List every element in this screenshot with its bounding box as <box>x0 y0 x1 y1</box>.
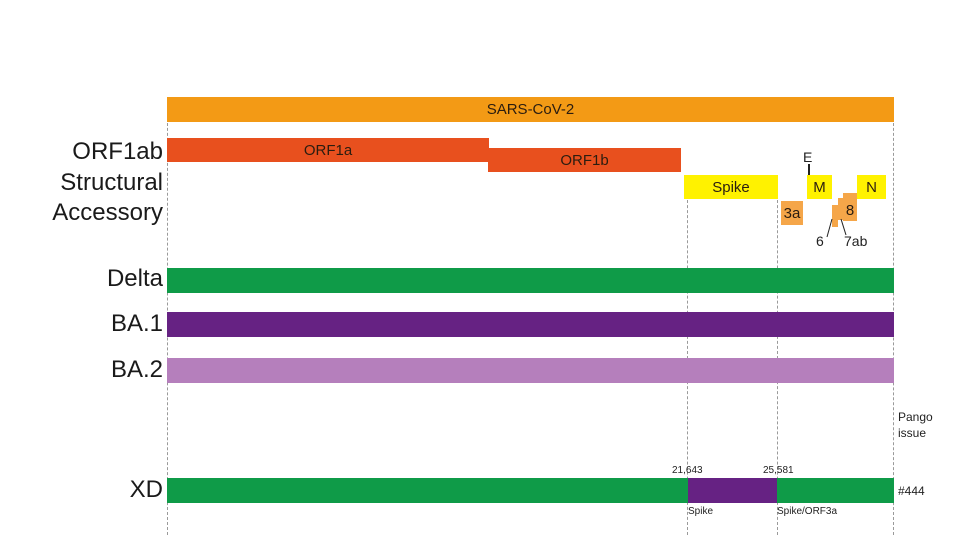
xd-segment-delta-left <box>167 478 688 503</box>
pango-issue-number: #444 <box>898 484 925 498</box>
orf3a-bar <box>781 201 803 225</box>
row-label-orf1ab: ORF1ab <box>72 138 163 165</box>
m-gene-bar <box>807 175 832 199</box>
breakpoint-region-2: Spike/ORF3a <box>777 506 838 517</box>
row-label-structural: Structural <box>60 169 163 196</box>
row-label-accessory: Accessory <box>52 199 163 226</box>
breakpoint-1-label: 21,643 <box>672 465 703 476</box>
orf8-bar <box>843 193 857 221</box>
orf1a-bar <box>167 138 489 162</box>
ba1-bar <box>167 312 894 337</box>
n-gene-label: N <box>866 178 877 196</box>
spike-gene-bar <box>684 175 778 199</box>
row-label-ba1: BA.1 <box>110 310 163 337</box>
orf6-bar <box>832 205 838 227</box>
row-label-xd: XD <box>129 476 163 503</box>
orf1b-bar <box>488 148 681 172</box>
genome-bar <box>167 97 894 122</box>
accessory-leader-lines <box>826 218 847 238</box>
orf7ab-bar <box>838 198 844 220</box>
xd-segment-ba1 <box>688 478 777 503</box>
e-gene-label: E <box>803 149 813 165</box>
orf6-label: 6 <box>816 233 824 249</box>
delta-bar <box>167 268 894 293</box>
m-gene-label: M <box>813 178 826 196</box>
spike-gene-label: Spike <box>712 178 750 196</box>
xd-segment-delta-right <box>777 478 894 503</box>
orf7ab-label: 7ab <box>844 233 868 249</box>
row-label-delta: Delta <box>106 265 163 292</box>
breakpoint-2-label: 25,581 <box>763 465 794 476</box>
genome-label: SARS-CoV-2 <box>486 101 575 118</box>
breakpoint-region-1: Spike <box>688 506 714 517</box>
n-gene-bar <box>857 175 886 199</box>
orf8-label: 8 <box>845 201 855 219</box>
orf3a-label: 3a <box>783 204 801 222</box>
orf1a-label: ORF1a <box>303 141 353 159</box>
ba2-bar <box>167 358 894 383</box>
pango-label-line2: issue <box>898 426 927 440</box>
e-gene-tick <box>808 164 810 176</box>
row-label-ba2: BA.2 <box>110 356 163 383</box>
pango-label-line1: Pango <box>898 410 933 424</box>
orf1b-label: ORF1b <box>560 151 609 169</box>
